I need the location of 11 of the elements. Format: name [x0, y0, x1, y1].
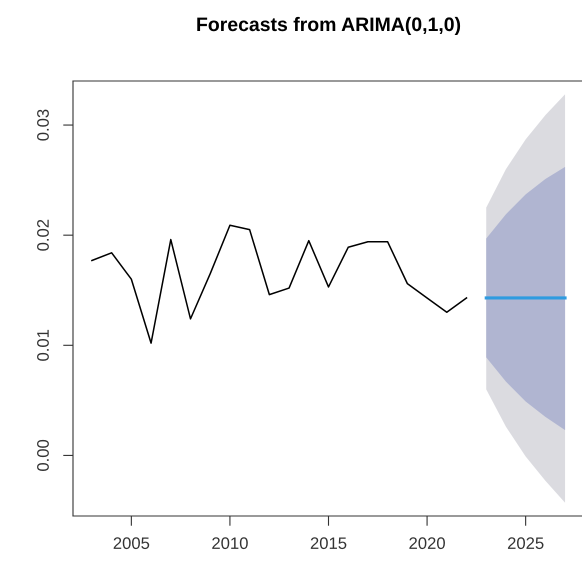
x-tick-label: 2025 [508, 537, 544, 550]
y-tick-label: 0.01 [37, 330, 49, 361]
chart-title: Forecasts from ARIMA(0,1,0) [197, 16, 460, 36]
y-tick-label: 0.02 [37, 220, 49, 251]
x-tick-label: 2005 [114, 537, 150, 550]
y-tick-label: 0.00 [37, 440, 49, 471]
x-tick-label: 2015 [310, 537, 346, 550]
x-tick-label: 2020 [409, 537, 445, 550]
line-series [91, 224, 468, 344]
x-tick-label: 2010 [212, 537, 248, 550]
y-tick-label: 0.03 [37, 110, 49, 141]
